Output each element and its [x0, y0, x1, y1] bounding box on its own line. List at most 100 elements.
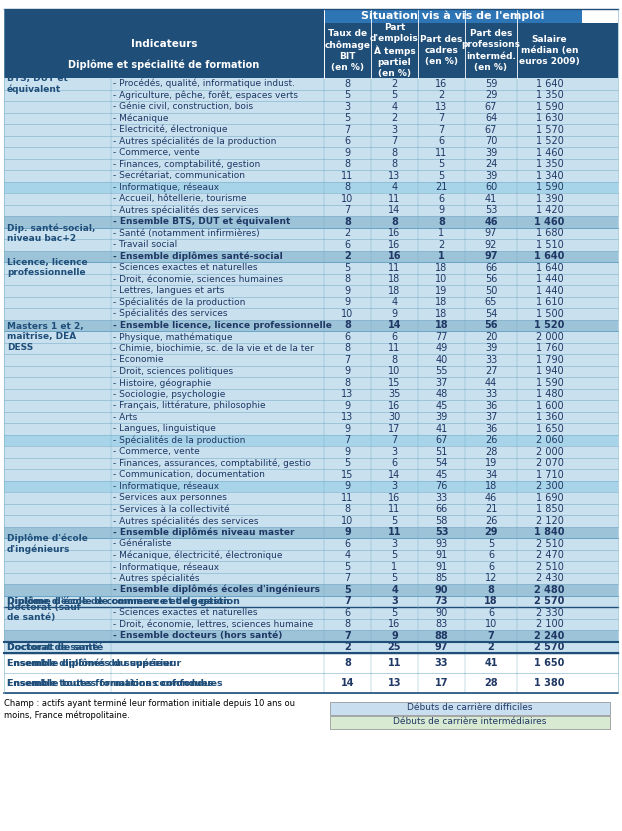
Text: 1 420: 1 420 [536, 205, 564, 215]
Text: 8: 8 [344, 320, 351, 330]
Text: 1 640: 1 640 [536, 263, 564, 273]
Text: 2 120: 2 120 [536, 516, 564, 526]
Text: Doctorat (sauf
de santé): Doctorat (sauf de santé) [7, 603, 81, 622]
Text: 60: 60 [485, 182, 497, 192]
Text: 49: 49 [435, 343, 448, 353]
Text: 2 510: 2 510 [536, 562, 564, 572]
Text: 6: 6 [345, 136, 351, 146]
Bar [4, 423, 618, 435]
Text: 97: 97 [435, 642, 448, 652]
Text: 41: 41 [435, 424, 448, 434]
Text: 9: 9 [345, 366, 351, 376]
Text: 14: 14 [341, 678, 355, 688]
Text: 92: 92 [485, 240, 497, 250]
Text: 1 850: 1 850 [536, 504, 564, 514]
Bar [4, 124, 618, 135]
Text: 83: 83 [435, 619, 448, 629]
Text: Débuts de carrière intermédiaires: Débuts de carrière intermédiaires [393, 717, 547, 726]
Text: 33: 33 [435, 493, 448, 503]
Text: 33: 33 [485, 389, 497, 399]
Bar [4, 653, 618, 673]
Text: 8: 8 [344, 658, 351, 668]
Bar [4, 193, 618, 204]
Text: 59: 59 [485, 79, 497, 89]
Text: 1 380: 1 380 [534, 678, 565, 688]
Text: 11: 11 [388, 527, 401, 538]
Bar [4, 147, 618, 159]
Bar [4, 458, 618, 469]
Bar [4, 112, 618, 124]
Text: - Santé (notamment infirmières): - Santé (notamment infirmières) [113, 229, 259, 238]
Text: 11: 11 [388, 504, 401, 514]
Text: 1 460: 1 460 [534, 217, 565, 227]
Text: 19: 19 [435, 286, 448, 296]
Text: 30: 30 [388, 412, 401, 422]
Text: 2: 2 [344, 642, 351, 652]
Text: 1 340: 1 340 [536, 170, 564, 181]
Text: 97: 97 [485, 229, 497, 238]
Bar [4, 480, 618, 492]
Text: 10: 10 [341, 516, 354, 526]
Bar [4, 673, 618, 693]
Text: Masters 1 et 2,
maîtrise, DEA
DESS: Masters 1 et 2, maîtrise, DEA DESS [7, 322, 83, 352]
Bar [4, 285, 618, 297]
Text: 7: 7 [439, 125, 445, 135]
Text: Diplôme d'école de commerce et de gestion: Diplôme d'école de commerce et de gestio… [7, 597, 240, 606]
Text: 6: 6 [345, 538, 351, 548]
Text: 5: 5 [345, 263, 351, 273]
Text: 40: 40 [435, 355, 448, 365]
Text: 17: 17 [388, 424, 401, 434]
Text: 5: 5 [345, 458, 351, 468]
Bar [4, 630, 618, 642]
Text: - Commerce, vente: - Commerce, vente [113, 447, 200, 456]
Text: Licence, licence
professionnelle: Licence, licence professionnelle [7, 258, 88, 278]
Text: 4: 4 [391, 297, 397, 307]
Text: 91: 91 [435, 562, 448, 572]
Bar [4, 90, 618, 101]
Bar [4, 308, 618, 319]
Text: 7: 7 [345, 435, 351, 445]
Text: 2 480: 2 480 [534, 585, 565, 595]
Bar [4, 400, 618, 411]
Bar [4, 573, 618, 584]
Text: 7: 7 [439, 113, 445, 123]
Bar [4, 23, 618, 78]
Text: 11: 11 [435, 148, 448, 158]
Text: - Mécanique, électricité, électronique: - Mécanique, électricité, électronique [113, 550, 282, 560]
Text: - Commerce, vente: - Commerce, vente [113, 148, 200, 157]
Text: 44: 44 [485, 378, 497, 388]
Text: Champ : actifs ayant terminé leur formation initiale depuis 10 ans ou
moins, Fra: Champ : actifs ayant terminé leur format… [4, 699, 295, 720]
Text: 2 060: 2 060 [536, 435, 564, 445]
Text: 1 680: 1 680 [536, 229, 564, 238]
Text: 21: 21 [485, 504, 497, 514]
Text: 46: 46 [485, 217, 498, 227]
Text: 4: 4 [391, 101, 397, 111]
Text: - Informatique, réseaux: - Informatique, réseaux [113, 481, 219, 491]
Bar [4, 492, 618, 504]
Text: 8: 8 [345, 504, 351, 514]
Text: 6: 6 [439, 194, 445, 204]
Text: 64: 64 [485, 113, 497, 123]
Text: 8: 8 [344, 217, 351, 227]
Text: 7: 7 [344, 631, 351, 641]
Text: 70: 70 [485, 136, 497, 146]
Bar [4, 366, 618, 377]
Text: 18: 18 [388, 274, 401, 284]
Text: 6: 6 [345, 240, 351, 250]
Bar [4, 273, 618, 285]
Text: 67: 67 [435, 435, 448, 445]
Text: 1: 1 [438, 251, 445, 261]
Text: 77: 77 [435, 332, 448, 342]
Bar [330, 716, 610, 729]
Text: Diplôme d'école
d'ingénieurs: Diplôme d'école d'ingénieurs [7, 534, 88, 554]
Bar [324, 9, 582, 23]
Text: - Généraliste: - Généraliste [113, 539, 172, 548]
Text: 76: 76 [435, 481, 448, 491]
Text: 9: 9 [345, 401, 351, 411]
Text: 1 510: 1 510 [536, 240, 564, 250]
Text: 3: 3 [391, 481, 397, 491]
Text: - Arts: - Arts [113, 413, 137, 422]
Bar [4, 642, 618, 653]
Text: Ensemble diplômés du supérieur: Ensemble diplômés du supérieur [7, 658, 174, 668]
Text: 18: 18 [484, 597, 498, 607]
